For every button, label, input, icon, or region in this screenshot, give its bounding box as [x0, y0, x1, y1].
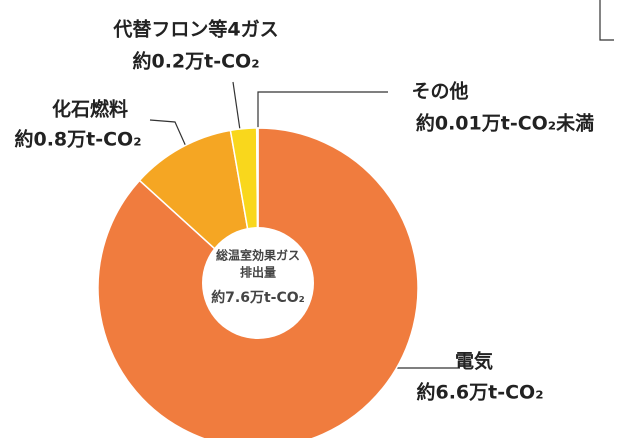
value-label: 約0.01万t-CO₂未満	[416, 112, 594, 135]
value-label: 約0.8万t-CO₂	[14, 128, 141, 151]
slice-label: 代替フロン等4ガス	[112, 18, 278, 41]
leader-line	[257, 91, 388, 132]
donut-hole	[202, 227, 314, 339]
value-label: 約0.2万t-CO₂	[132, 50, 259, 73]
slice-label: その他	[411, 80, 468, 103]
value-label: 約6.6万t-CO₂	[416, 381, 543, 404]
slice-label: 化石燃料	[52, 98, 128, 121]
partial-box	[599, 0, 614, 41]
leader-line	[232, 81, 241, 131]
center-value: 約7.6万t-CO₂	[211, 289, 305, 306]
center-label: 排出量	[240, 265, 276, 280]
slice-label: 電気	[455, 350, 493, 373]
center-label: 総温室効果ガス	[216, 248, 300, 263]
